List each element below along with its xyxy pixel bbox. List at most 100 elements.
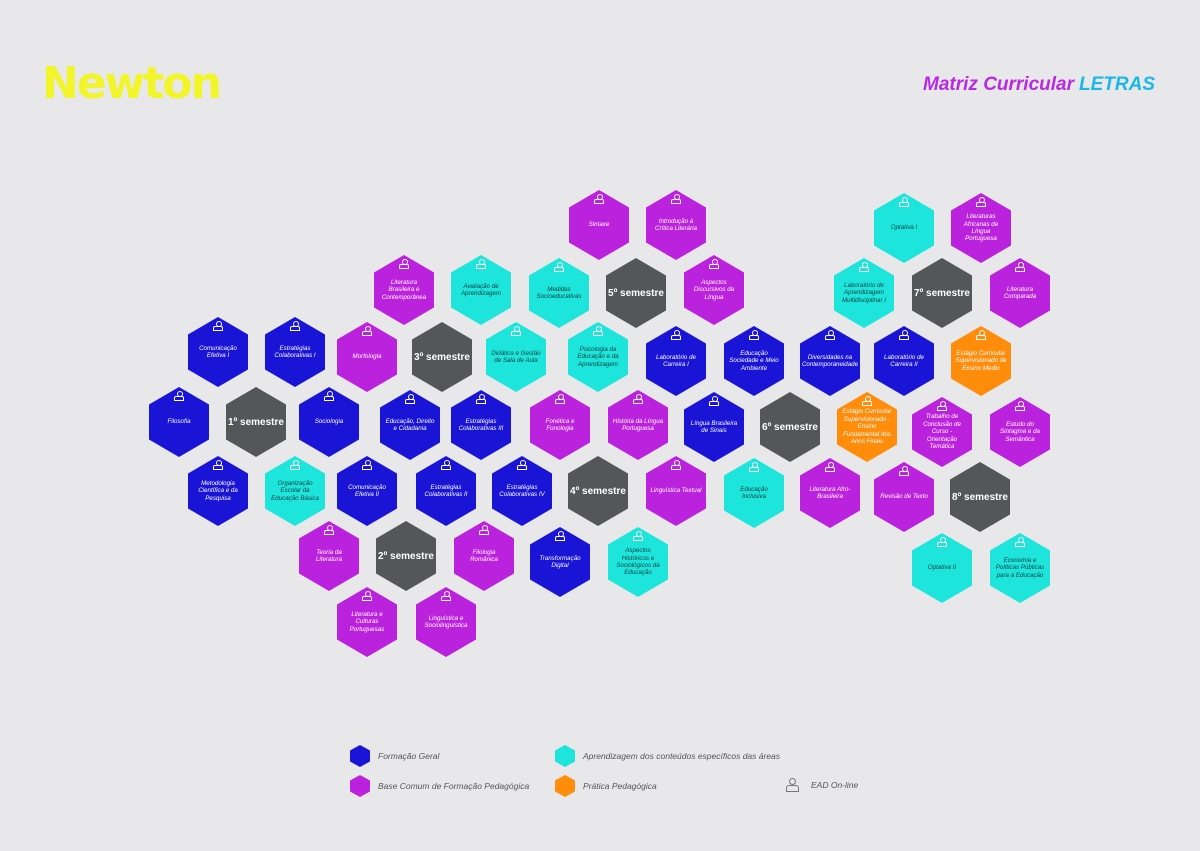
hex-label: Aspectos Históricos e Sociológicos da Ed… (616, 547, 660, 577)
hex-label: Estratégias Colaborativas IV (499, 483, 545, 498)
ead-user-icon (632, 394, 644, 404)
semester-hex: 8º semestre (950, 462, 1010, 532)
ead-user-icon (975, 330, 987, 340)
ead-user-icon (478, 525, 490, 535)
hex-label: Diversidades na Contemporaneidade (801, 353, 859, 368)
ead-user-icon (670, 330, 682, 340)
course-hex: Linguística e Sociolinguística (416, 587, 476, 657)
legend-item-pratica: Prática Pedagógica (555, 775, 657, 797)
ead-user-icon (554, 531, 566, 541)
ead-user-icon (936, 537, 948, 547)
hex-label: Economia e Políticas Públicas para a Edu… (995, 556, 1045, 579)
ead-user-icon (398, 259, 410, 269)
course-hex: Transformação Digital (530, 527, 590, 597)
title-highlight: LETRAS (1079, 74, 1155, 95)
legend-item-base-comum: Base Comum de Formação Pedagógica (350, 775, 529, 797)
ead-user-icon (785, 778, 799, 792)
legend-label: Prática Pedagógica (583, 781, 657, 791)
ead-user-icon (670, 194, 682, 204)
ead-user-icon (404, 394, 416, 404)
hex-label: Sociologia (314, 418, 344, 426)
legend-label: EAD On-line (811, 780, 859, 790)
ead-user-icon (936, 401, 948, 411)
hex-label: Sintaxe (588, 221, 610, 229)
ead-user-icon (516, 460, 528, 470)
legend-item-formacao-geral: Formação Geral (350, 745, 439, 767)
hex-label: Fonética e Fonologia (545, 417, 575, 432)
ead-user-icon (858, 262, 870, 272)
legend-label: Aprendizagem dos conteúdos específicos d… (583, 751, 781, 761)
hex-label: Psicologia da Educação e da Aprendizagem (577, 345, 619, 368)
course-hex: Optativa II (912, 533, 972, 603)
hex-label: Literatura Brasileira e Contemporânea (381, 278, 427, 301)
hex-label: Organização Escolar da Educação Básica (271, 479, 319, 502)
semester-hex: 5º semestre (606, 258, 666, 328)
hex-label: Estudo do Sintagma e da Semântica (1000, 420, 1040, 443)
course-hex: Aspectos Históricos e Sociológicos da Ed… (608, 527, 668, 597)
ead-user-icon (289, 321, 301, 331)
hex-label: Educação, Direito e Cidadania (385, 417, 435, 432)
hex-label: Estratégias Colaborativas I (274, 344, 316, 359)
hex-label: Avaliação de Aprendizagem (461, 282, 501, 297)
semester-hex: 6º semestre (760, 392, 820, 462)
hex-label: Didática e Gestão de Sala de Aula (491, 349, 541, 364)
hex-label: Laboratório de Carreira I (656, 353, 696, 368)
course-hex: Optativa I (874, 193, 934, 263)
hex-label: Laboratório de Aprendizagem Multidiscipl… (841, 281, 886, 304)
hex-label: Estratégias Colaborativas II (424, 483, 468, 498)
hex-label: 5º semestre (608, 287, 664, 299)
hex-label: Literatura Comparada (1003, 285, 1037, 300)
ead-user-icon (510, 326, 522, 336)
legend-swatch-espec (555, 745, 575, 767)
ead-user-icon (173, 391, 185, 401)
course-hex: Literatura e Culturas Portuguesas (337, 587, 397, 657)
ead-user-icon (361, 591, 373, 601)
ead-user-icon (748, 330, 760, 340)
ead-user-icon (475, 259, 487, 269)
ead-user-icon (670, 460, 682, 470)
ead-user-icon (824, 462, 836, 472)
legend-swatch-prat (555, 775, 575, 797)
title-prefix: Matriz Curricular (923, 74, 1074, 95)
hex-label: Estágio Curricular Supervisionado - Ensi… (842, 408, 892, 446)
hex-label: 4º semestre (570, 485, 626, 497)
course-hex: Sintaxe (569, 190, 629, 260)
semester-hex: 1º semestre (226, 387, 286, 457)
legend-label: Formação Geral (378, 751, 440, 761)
course-hex: Filologia Românica (454, 521, 514, 591)
hex-label: Língua Brasileira de Sinais (690, 419, 738, 434)
ead-user-icon (1014, 262, 1026, 272)
ead-user-icon (592, 326, 604, 336)
ead-user-icon (212, 321, 224, 331)
hex-label: Filologia Românica (470, 548, 498, 563)
semester-hex: 3º semestre (412, 322, 472, 392)
newton-logo: Newton (42, 58, 222, 109)
hex-label: 8º semestre (952, 491, 1008, 503)
legend-label: Base Comum de Formação Pedagógica (378, 781, 530, 791)
ead-user-icon (898, 197, 910, 207)
ead-user-icon (632, 531, 644, 541)
ead-user-icon (440, 460, 452, 470)
legend-swatch-pedag (350, 775, 370, 797)
ead-user-icon (975, 197, 987, 207)
hex-label: Estratégias Colaborativas III (458, 417, 504, 432)
ead-user-icon (1014, 401, 1026, 411)
ead-user-icon (554, 394, 566, 404)
page-title: Matriz Curricular LETRAS (923, 74, 1155, 96)
hex-label: Revisão de Texto (880, 493, 928, 501)
hex-label: Teoria da Literatura (315, 548, 343, 563)
ead-user-icon (553, 262, 565, 272)
ead-user-icon (748, 462, 760, 472)
course-hex: Teoria da Literatura (299, 521, 359, 591)
ead-user-icon (824, 330, 836, 340)
ead-user-icon (898, 330, 910, 340)
hex-label: Transformação Digital (539, 554, 581, 569)
ead-user-icon (708, 259, 720, 269)
hex-label: Literaturas Africanas de Língua Portugue… (963, 213, 999, 243)
hex-label: Trabalho de Conclusão de Curso - Orienta… (923, 413, 961, 451)
legend-item-especificos: Aprendizagem dos conteúdos específicos d… (555, 745, 780, 767)
hex-label: 7º semestre (914, 287, 970, 299)
semester-hex: 2º semestre (376, 521, 436, 591)
ead-user-icon (440, 591, 452, 601)
hex-label: Estágio Curricular Supervisionado de Ens… (955, 349, 1007, 372)
